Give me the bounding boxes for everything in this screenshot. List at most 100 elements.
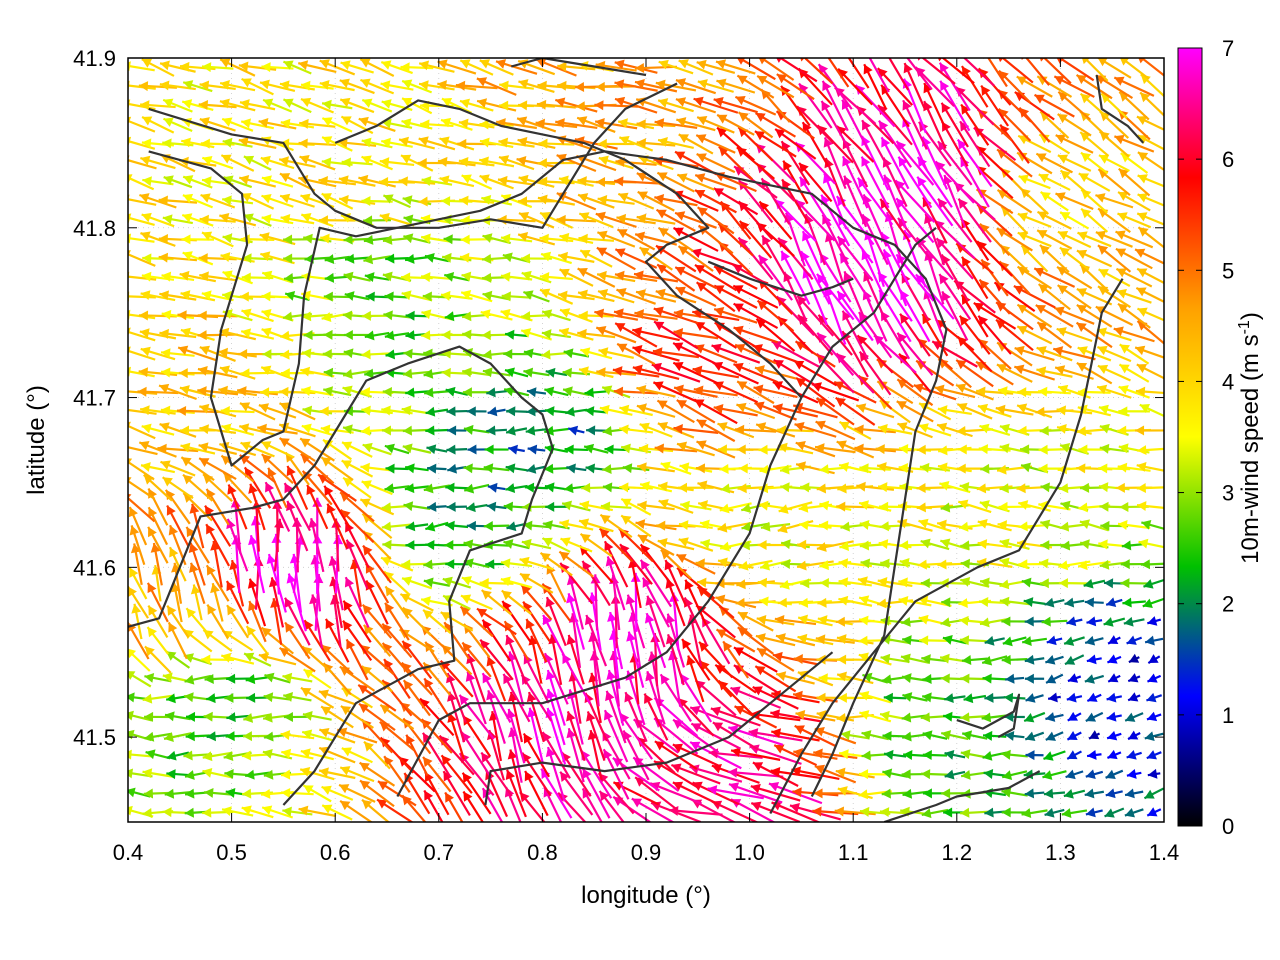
- wind-arrow: [961, 730, 988, 741]
- wind-arrow: [342, 600, 372, 643]
- wind-arrow: [341, 459, 374, 478]
- wind-arrow: [1047, 692, 1061, 703]
- wind-arrow: [636, 138, 676, 149]
- wind-arrow: [854, 443, 896, 454]
- wind-arrow: [161, 476, 194, 500]
- wind-arrow: [1001, 616, 1028, 627]
- wind-arrow: [167, 621, 188, 660]
- wind-arrow: [128, 648, 151, 672]
- wind-arrow: [481, 672, 512, 724]
- wind-arrow: [566, 727, 585, 783]
- wind-arrow: [238, 174, 277, 188]
- wind-arrow: [906, 58, 933, 90]
- wind-arrow: [405, 521, 429, 532]
- wind-arrow: [218, 347, 257, 358]
- wind-arrow: [737, 58, 776, 81]
- wind-arrow: [248, 600, 267, 643]
- wind-arrow: [620, 497, 652, 516]
- wind-arrow: [180, 442, 216, 455]
- wind-arrow: [558, 175, 594, 187]
- wind-arrow: [815, 397, 855, 426]
- wind-arrow: [676, 173, 715, 191]
- wind-arrow: [302, 784, 332, 803]
- wind-arrow: [653, 320, 699, 350]
- wind-arrow: [1084, 674, 1105, 684]
- wind-arrow: [975, 145, 1014, 181]
- wind-arrow: [219, 58, 256, 77]
- wind-arrow: [654, 740, 698, 770]
- wind-arrow: [1084, 788, 1105, 799]
- wind-arrow: [379, 157, 415, 168]
- wind-arrow: [439, 175, 475, 188]
- wind-arrow: [603, 540, 629, 588]
- wind-arrow: [518, 79, 555, 93]
- wind-arrow: [238, 136, 277, 149]
- wind-arrow: [696, 585, 735, 619]
- wind-arrow: [836, 235, 874, 282]
- wind-arrow: [1115, 247, 1153, 270]
- wind-arrow: [854, 84, 896, 128]
- wind-arrow: [517, 231, 556, 246]
- wind-arrow: [463, 483, 490, 494]
- wind-arrow: [159, 290, 197, 301]
- wind-arrow: [318, 727, 356, 744]
- wind-arrow: [383, 570, 411, 596]
- wind-arrow: [557, 61, 596, 72]
- wind-arrow: [797, 614, 833, 627]
- wind-arrow: [177, 345, 218, 362]
- wind-arrow: [616, 342, 656, 366]
- wind-arrow: [1058, 578, 1090, 589]
- wind-arrow: [1106, 692, 1123, 703]
- wind-arrow: [505, 425, 528, 436]
- wind-arrow: [181, 99, 214, 111]
- wind-arrow: [542, 614, 571, 667]
- wind-arrow: [1000, 206, 1029, 235]
- wind-arrow: [241, 77, 274, 96]
- wind-arrow: [261, 270, 293, 284]
- wind-arrow: [696, 152, 736, 174]
- wind-arrow: [616, 213, 656, 225]
- wind-arrow: [624, 691, 648, 743]
- wind-arrow: [999, 124, 1030, 164]
- wind-arrow: [1017, 231, 1052, 248]
- wind-arrow: [423, 677, 451, 718]
- wind-arrow: [578, 518, 614, 533]
- wind-arrow: [801, 230, 829, 287]
- wind-arrow: [1118, 167, 1151, 197]
- wind-arrow: [1104, 807, 1125, 818]
- wind-arrow: [300, 80, 334, 91]
- wind-arrow: [1036, 346, 1073, 362]
- colorbar-tick-label: 2: [1222, 592, 1234, 617]
- wind-arrow: [483, 463, 510, 474]
- wind-arrow: [246, 692, 269, 703]
- wind-arrow: [202, 767, 234, 779]
- wind-arrow: [684, 579, 708, 626]
- wind-arrow: [220, 154, 255, 172]
- wind-arrow: [632, 364, 680, 381]
- y-tick-label: 41.7: [73, 386, 116, 411]
- wind-arrow: [734, 343, 777, 365]
- wind-arrow: [418, 136, 456, 151]
- wind-arrow: [205, 523, 231, 567]
- wind-arrow: [937, 462, 972, 473]
- wind-arrow: [716, 78, 756, 94]
- wind-arrow: [896, 332, 934, 376]
- wind-arrow: [440, 611, 474, 632]
- wind-arrow: [465, 671, 487, 725]
- wind-arrow: [425, 425, 449, 436]
- colorbar-tick-label: 4: [1222, 369, 1234, 394]
- wind-arrow: [1113, 134, 1155, 153]
- wind-arrow: [525, 618, 548, 663]
- wind-arrow: [204, 787, 232, 798]
- wind-arrow: [302, 710, 332, 721]
- wind-arrow: [578, 233, 615, 244]
- x-tick-label: 1.0: [734, 840, 765, 865]
- wind-arrow: [773, 744, 818, 767]
- wind-arrow: [158, 252, 198, 263]
- wind-arrow: [344, 576, 370, 628]
- wind-arrow: [320, 705, 354, 729]
- wind-arrow: [561, 500, 591, 512]
- wind-arrow: [1077, 231, 1112, 248]
- wind-arrow: [1136, 483, 1164, 494]
- wind-arrow: [268, 577, 285, 628]
